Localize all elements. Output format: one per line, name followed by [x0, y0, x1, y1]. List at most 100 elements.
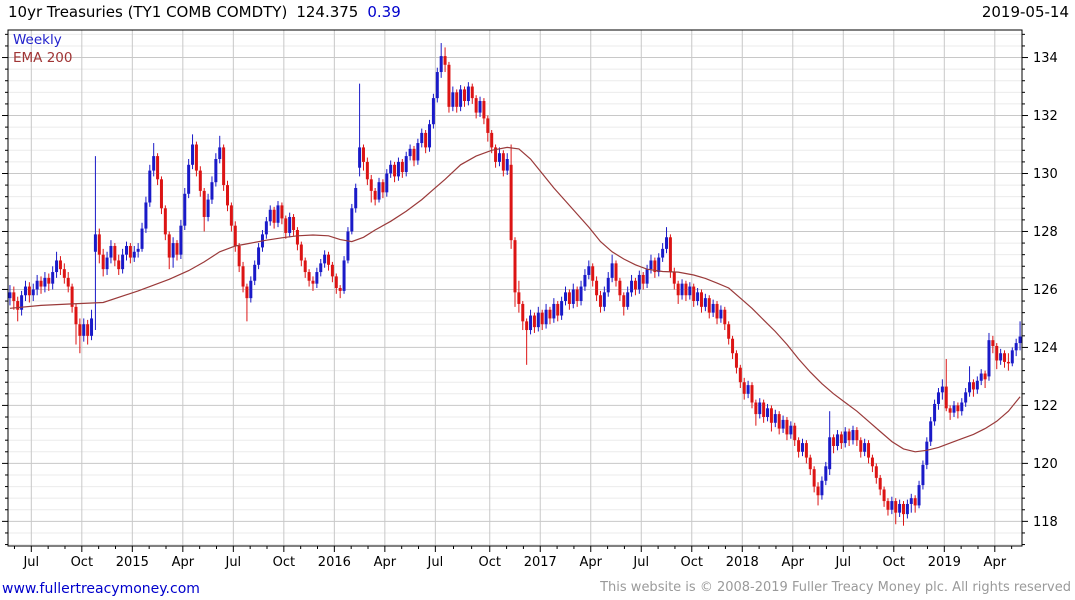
- x-axis-label: Apr: [580, 555, 603, 570]
- x-axis-label: 2015: [116, 555, 149, 570]
- candle-up: [342, 260, 346, 291]
- y-axis-label: 120: [1033, 457, 1058, 472]
- last-price: 124.375: [296, 3, 359, 21]
- header-bar: 10yr Treasuries (TY1 COMB COMDTY) 124.375…: [8, 3, 1069, 21]
- candle-down: [245, 286, 249, 299]
- candle-down: [159, 179, 163, 209]
- candlesticks: [8, 43, 1022, 526]
- candle-down: [295, 230, 299, 245]
- candle-down: [365, 161, 369, 180]
- candle-down: [948, 408, 952, 413]
- candle-down: [470, 86, 474, 99]
- candle-down: [156, 156, 160, 180]
- candle-down: [595, 280, 599, 296]
- candle-up: [408, 148, 412, 157]
- candle-down: [226, 185, 230, 206]
- candle-up: [377, 182, 381, 200]
- candle-down: [738, 367, 742, 383]
- candle-down: [874, 466, 878, 478]
- candle-up: [564, 292, 568, 302]
- candle-up: [55, 260, 59, 273]
- candle-up: [968, 382, 972, 393]
- candle-down: [797, 440, 801, 452]
- candle-up: [288, 216, 292, 233]
- candle-down: [202, 190, 206, 217]
- candle-down: [494, 147, 498, 162]
- x-axis-label: 2017: [524, 555, 557, 570]
- site-link[interactable]: www.fullertreacymoney.com: [2, 581, 200, 597]
- candle-down: [902, 503, 906, 515]
- candle-down: [381, 182, 385, 193]
- candle-down: [513, 240, 517, 293]
- candle-down: [804, 443, 808, 458]
- x-axis-label: Jul: [22, 555, 39, 570]
- candle-up: [602, 292, 606, 307]
- candle-up: [766, 408, 770, 417]
- candle-down: [369, 179, 373, 191]
- candle-up: [917, 485, 921, 506]
- candle-up: [105, 257, 109, 270]
- candle-up: [435, 72, 439, 99]
- candle-up: [711, 303, 715, 313]
- candle-up: [23, 286, 27, 296]
- candle-up: [544, 309, 548, 325]
- x-axis-label: 2018: [726, 555, 759, 570]
- candle-down: [867, 443, 871, 458]
- x-axis-label: Oct: [71, 555, 93, 570]
- candle-up: [626, 292, 630, 307]
- candle-down: [859, 440, 863, 452]
- candle-down: [338, 288, 342, 291]
- candle-up: [385, 173, 389, 193]
- candle-up: [999, 353, 1003, 361]
- candle-up: [20, 295, 24, 310]
- y-axis-labels: 134 132 130 128 126 124 122 120 118: [1033, 51, 1058, 530]
- candle-down: [754, 402, 758, 415]
- candle-up: [835, 434, 839, 446]
- y-axis-label: 128: [1033, 225, 1058, 240]
- candle-up: [1010, 350, 1014, 364]
- candle-up: [552, 303, 556, 319]
- candle-up: [451, 92, 455, 107]
- candle-up: [606, 277, 610, 293]
- candle-up: [665, 237, 669, 249]
- candle-up: [416, 143, 420, 161]
- candle-down: [400, 161, 404, 173]
- candle-up: [649, 260, 653, 270]
- candle-down: [163, 208, 167, 235]
- candle-down: [101, 254, 105, 270]
- candle-up: [218, 147, 222, 159]
- candle-up: [661, 248, 665, 258]
- candle-down: [672, 272, 676, 284]
- candle-down: [731, 338, 735, 354]
- candle-up: [109, 245, 113, 258]
- grid-minor-lines: [8, 33, 1022, 546]
- x-axis-label: Oct: [273, 555, 295, 570]
- x-axis-label: Jul: [224, 555, 241, 570]
- candle-down: [16, 301, 20, 310]
- candle-down: [878, 477, 882, 490]
- candle-up: [560, 301, 564, 316]
- candle-down: [241, 266, 245, 287]
- candle-up: [276, 205, 280, 223]
- candle-up: [987, 340, 991, 377]
- candle-down: [97, 234, 101, 255]
- copyright-text: This website is © 2008-2019 Fuller Treac…: [600, 580, 1071, 595]
- candle-down: [591, 266, 595, 281]
- candle-down: [486, 118, 490, 133]
- candle-down: [1006, 361, 1010, 364]
- candle-down: [311, 280, 315, 284]
- candle-down: [373, 190, 377, 200]
- candle-up: [257, 247, 261, 265]
- candle-down: [74, 306, 78, 325]
- candle-up: [124, 245, 128, 255]
- page-title: 10yr Treasuries (TY1 COMB COMDTY) 124.375…: [8, 3, 401, 21]
- candle-up: [680, 283, 684, 296]
- x-axis-label: Apr: [172, 555, 195, 570]
- candle-up: [35, 280, 39, 290]
- candle-up: [936, 392, 940, 404]
- candle-up: [152, 156, 156, 171]
- candle-up: [529, 315, 533, 331]
- candle-down: [548, 309, 552, 319]
- y-axis-label: 122: [1033, 399, 1058, 414]
